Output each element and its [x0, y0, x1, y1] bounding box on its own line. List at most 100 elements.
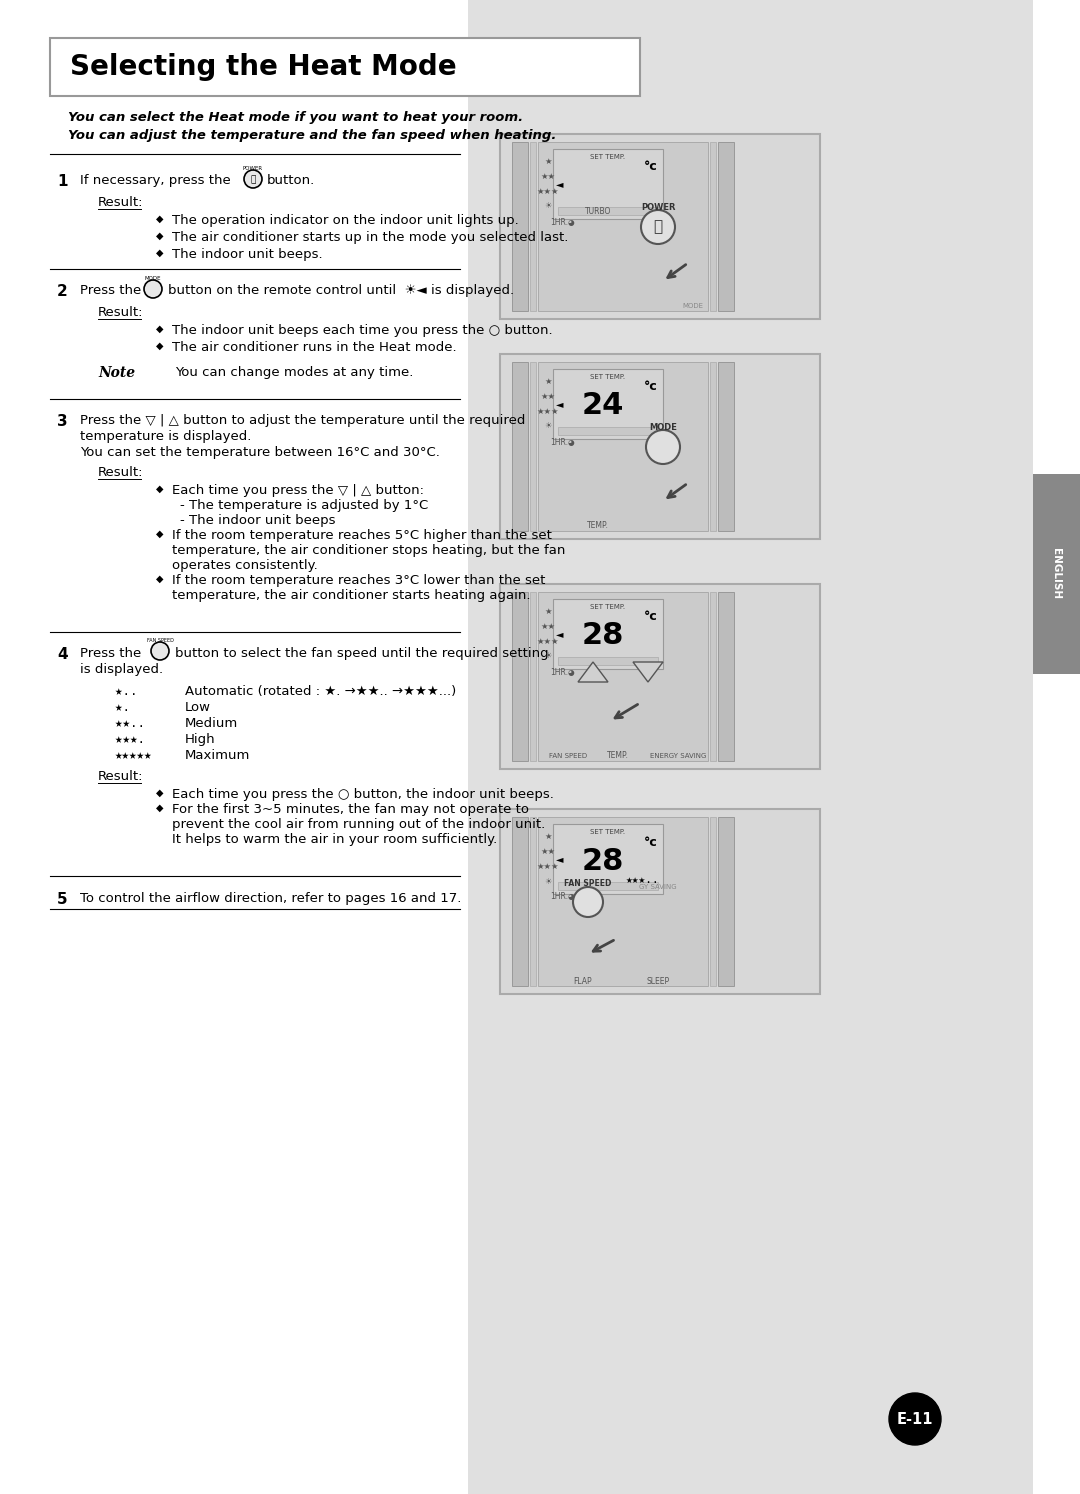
Bar: [538, 592, 708, 760]
Text: ◆: ◆: [157, 214, 164, 224]
Text: Note: Note: [98, 366, 135, 379]
Bar: [710, 142, 716, 311]
Text: ★★★★★: ★★★★★: [114, 748, 152, 762]
Bar: [50, 37, 640, 96]
Bar: [500, 808, 820, 994]
Text: ☀: ☀: [544, 202, 552, 211]
Text: °c: °c: [644, 160, 658, 173]
Text: ★★: ★★: [540, 172, 555, 181]
Bar: [512, 817, 528, 986]
Text: ★★: ★★: [540, 847, 555, 856]
Text: 3: 3: [57, 414, 68, 429]
Text: ★★★: ★★★: [537, 187, 559, 196]
Text: prevent the cool air from running out of the indoor unit.: prevent the cool air from running out of…: [172, 819, 545, 831]
Bar: [553, 825, 663, 893]
Text: ★★★: ★★★: [537, 862, 559, 871]
Text: ◆: ◆: [157, 787, 164, 798]
Text: It helps to warm the air in your room sufficiently.: It helps to warm the air in your room su…: [172, 834, 497, 846]
Text: ◆: ◆: [157, 248, 164, 258]
Text: Press the: Press the: [80, 647, 141, 660]
Text: ◄: ◄: [556, 179, 564, 190]
Text: The air conditioner starts up in the mode you selected last.: The air conditioner starts up in the mod…: [172, 232, 568, 244]
Text: button on the remote control until  ☀◄ is displayed.: button on the remote control until ☀◄ is…: [168, 284, 514, 297]
Text: 1: 1: [57, 173, 67, 190]
Text: MODE: MODE: [683, 303, 703, 309]
Bar: [718, 817, 734, 986]
Bar: [558, 657, 658, 665]
Text: 2: 2: [57, 284, 68, 299]
Text: ☀: ☀: [544, 877, 552, 886]
Text: Result:: Result:: [98, 769, 144, 783]
Text: ★: ★: [544, 832, 552, 841]
Text: SET TEMP.: SET TEMP.: [591, 829, 625, 835]
Text: ★★..: ★★..: [114, 717, 152, 731]
Text: Medium: Medium: [185, 717, 239, 731]
Text: Automatic (rotated : ★. →★★.. →★★★...): Automatic (rotated : ★. →★★.. →★★★...): [185, 686, 456, 698]
Text: 1HR.◕: 1HR.◕: [551, 668, 576, 677]
Text: ⏻: ⏻: [251, 175, 256, 184]
Text: E-11: E-11: [896, 1412, 933, 1427]
Text: Result:: Result:: [98, 306, 144, 320]
Text: ◆: ◆: [157, 529, 164, 539]
Text: 28: 28: [582, 622, 624, 650]
Text: MODE: MODE: [145, 275, 161, 281]
Text: If the room temperature reaches 3°C lower than the set: If the room temperature reaches 3°C lowe…: [172, 574, 545, 587]
Bar: [558, 208, 658, 215]
Text: ◄: ◄: [556, 399, 564, 409]
Bar: [538, 142, 708, 311]
Text: ★★★.: ★★★.: [114, 734, 152, 746]
Bar: [530, 592, 536, 760]
Bar: [718, 142, 734, 311]
Text: MODE: MODE: [649, 423, 677, 432]
Text: TEMP.: TEMP.: [607, 751, 629, 760]
Text: Result:: Result:: [98, 196, 144, 209]
Text: ★: ★: [544, 157, 552, 166]
Text: 4: 4: [57, 647, 68, 662]
Text: 5: 5: [57, 892, 68, 907]
Bar: [710, 592, 716, 760]
Text: ★..: ★..: [114, 686, 152, 698]
Text: POWER: POWER: [640, 203, 675, 212]
Text: The operation indicator on the indoor unit lights up.: The operation indicator on the indoor un…: [172, 214, 518, 227]
Text: button.: button.: [267, 173, 315, 187]
Text: You can adjust the temperature and the fan speed when heating.: You can adjust the temperature and the f…: [68, 130, 556, 142]
Circle shape: [244, 170, 262, 188]
Text: ◄: ◄: [556, 855, 564, 864]
Bar: [553, 599, 663, 669]
Text: ◆: ◆: [157, 574, 164, 584]
Text: °c: °c: [644, 835, 658, 849]
Bar: [468, 0, 1032, 1494]
Text: Press the ▽ | △ button to adjust the temperature until the required: Press the ▽ | △ button to adjust the tem…: [80, 414, 525, 427]
Polygon shape: [633, 662, 663, 681]
Circle shape: [144, 279, 162, 297]
Bar: [710, 817, 716, 986]
Text: SET TEMP.: SET TEMP.: [591, 154, 625, 160]
Text: temperature, the air conditioner stops heating, but the fan: temperature, the air conditioner stops h…: [172, 544, 565, 557]
Text: If necessary, press the: If necessary, press the: [80, 173, 231, 187]
Text: Result:: Result:: [98, 466, 144, 480]
Text: ENGLISH: ENGLISH: [1051, 548, 1061, 599]
Text: button to select the fan speed until the required setting: button to select the fan speed until the…: [175, 647, 549, 660]
Text: You can change modes at any time.: You can change modes at any time.: [175, 366, 414, 379]
Text: ★★★: ★★★: [537, 636, 559, 645]
Circle shape: [151, 642, 168, 660]
Text: ★★: ★★: [540, 391, 555, 400]
Text: ◆: ◆: [157, 341, 164, 351]
Text: ENERGY SAVING: ENERGY SAVING: [650, 753, 706, 759]
Text: The indoor unit beeps.: The indoor unit beeps.: [172, 248, 323, 261]
Text: You can select the Heat mode if you want to heat your room.: You can select the Heat mode if you want…: [68, 112, 523, 124]
Text: - The temperature is adjusted by 1°C: - The temperature is adjusted by 1°C: [180, 499, 429, 512]
Bar: [558, 427, 658, 435]
Text: Low: Low: [185, 701, 211, 714]
Text: The indoor unit beeps each time you press the ○ button.: The indoor unit beeps each time you pres…: [172, 324, 553, 338]
Text: ◄: ◄: [556, 629, 564, 639]
Text: For the first 3~5 minutes, the fan may not operate to: For the first 3~5 minutes, the fan may n…: [172, 802, 529, 816]
Text: TEMP.: TEMP.: [588, 521, 609, 530]
Text: SET TEMP.: SET TEMP.: [591, 374, 625, 379]
Text: FAN SPEED: FAN SPEED: [147, 638, 174, 642]
Text: ★★: ★★: [540, 622, 555, 630]
Circle shape: [889, 1392, 941, 1445]
Text: ⏻: ⏻: [653, 220, 662, 235]
Text: Each time you press the ▽ | △ button:: Each time you press the ▽ | △ button:: [172, 484, 424, 498]
Bar: [538, 817, 708, 986]
